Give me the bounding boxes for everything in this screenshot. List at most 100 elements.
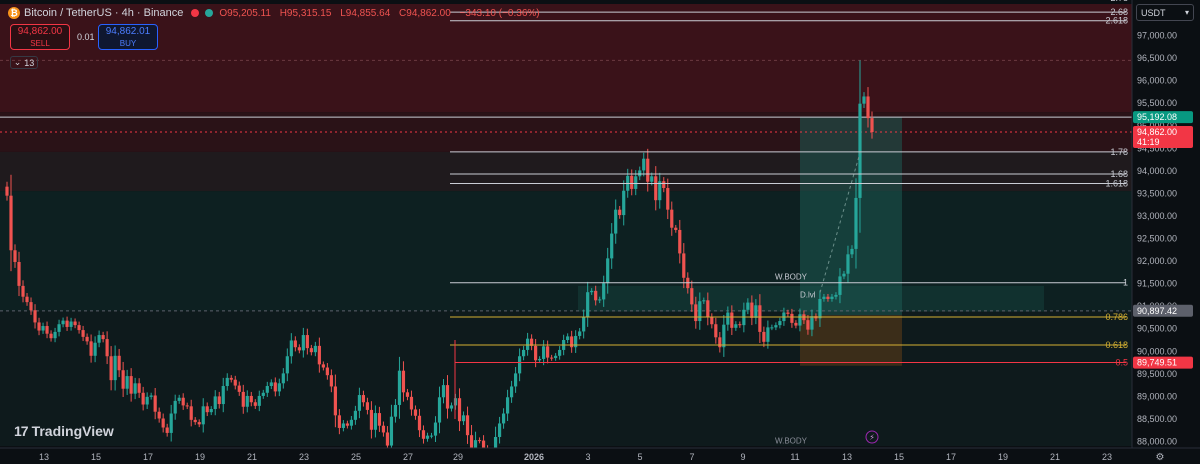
- candle-body: [690, 288, 694, 305]
- candle-body: [261, 392, 265, 396]
- candle-body: [173, 400, 177, 414]
- y-tick-label: 93,500.00: [1137, 188, 1177, 198]
- candle-body: [714, 324, 718, 338]
- candle-body: [449, 405, 454, 409]
- high-value: H95,315.15: [279, 7, 332, 19]
- candle-body: [521, 349, 526, 357]
- candle-body: [606, 258, 610, 284]
- candle-body: [441, 385, 446, 398]
- candle-body: [754, 305, 758, 318]
- candle-body: [469, 435, 474, 460]
- x-tick-label: 13: [39, 452, 49, 462]
- x-tick-label: 2026: [524, 452, 544, 462]
- candle-body: [738, 324, 742, 326]
- candle-body: [538, 358, 542, 361]
- x-tick-label: 5: [637, 452, 642, 462]
- candle-body: [57, 324, 61, 332]
- candle-body: [650, 176, 654, 182]
- fib-level-label: 0.618: [1105, 340, 1128, 350]
- candle-body: [257, 395, 261, 406]
- y-tick-label: 92,500.00: [1137, 234, 1177, 244]
- candle-body: [417, 415, 422, 431]
- candle-body: [101, 335, 105, 340]
- candle-body: [29, 302, 33, 311]
- candle-body: [850, 248, 854, 255]
- candle-body: [41, 326, 45, 331]
- candle-body: [429, 435, 434, 437]
- candle-body: [586, 292, 590, 317]
- candle-body: [409, 396, 414, 410]
- candle-body: [594, 290, 598, 301]
- candle-body: [293, 340, 297, 348]
- candle-body: [245, 395, 249, 407]
- candle-body: [501, 413, 506, 424]
- time-axis: [0, 448, 1200, 464]
- candle-body: [381, 425, 386, 433]
- candle-body: [329, 375, 333, 387]
- candle-body: [726, 312, 730, 325]
- candle-body: [730, 312, 734, 328]
- x-tick-label: 21: [1050, 452, 1060, 462]
- fib-level-label: 1: [1123, 278, 1128, 288]
- currency-selector[interactable]: USDT ▾: [1136, 4, 1194, 21]
- candle-body: [53, 331, 57, 339]
- candle-body: [373, 413, 378, 430]
- candle-body: [113, 355, 117, 381]
- candle-body: [746, 302, 750, 310]
- long-position-target: [800, 116, 902, 316]
- sell-button[interactable]: 94,862.00 SELL: [10, 24, 70, 50]
- data-status-dot: [205, 9, 214, 17]
- buy-label: BUY: [119, 39, 137, 48]
- y-tick-label: 96,500.00: [1137, 53, 1177, 63]
- indicators-toggle[interactable]: ⌄ 13: [10, 56, 38, 69]
- candle-body: [670, 209, 674, 228]
- candle-body: [750, 302, 754, 318]
- candle-body: [45, 326, 49, 334]
- candle-body: [834, 294, 838, 297]
- candle-body: [25, 296, 29, 303]
- candle-body: [217, 396, 221, 405]
- buy-button[interactable]: 94,862.01 BUY: [98, 24, 158, 50]
- candle-body: [694, 304, 698, 322]
- candle-body: [618, 209, 622, 216]
- candle-body: [253, 402, 257, 406]
- y-tick-label: 90,500.00: [1137, 324, 1177, 334]
- candle-body: [249, 395, 253, 403]
- lower-zone: [0, 310, 1132, 446]
- event-icon: [865, 430, 879, 444]
- candle-body: [445, 385, 450, 409]
- change-value: −343.10 (−0.36%): [459, 7, 540, 19]
- candle-body: [794, 322, 798, 326]
- candle-body: [389, 416, 394, 446]
- chart-header: ₿ Bitcoin / TetherUS · 4h · Binance O95,…: [8, 4, 540, 22]
- y-tick-label: 97,000.00: [1137, 31, 1177, 41]
- currency-label: USDT: [1141, 7, 1166, 18]
- price-tag: [1133, 356, 1193, 369]
- price-tag-label: 89,749.51: [1137, 358, 1177, 368]
- candle-body: [505, 397, 510, 414]
- candle-body: [397, 370, 402, 405]
- candle-body: [453, 398, 458, 406]
- candle-body: [157, 411, 161, 419]
- candle-body: [97, 335, 101, 343]
- candle-body: [229, 377, 233, 380]
- candle-body: [121, 370, 125, 389]
- x-tick-label: 25: [351, 452, 361, 462]
- y-tick-label: 94,500.00: [1137, 143, 1177, 153]
- candle-body: [862, 96, 866, 104]
- symbol-title[interactable]: Bitcoin / TetherUS · 4h · Binance: [24, 7, 184, 19]
- candle-body: [137, 383, 141, 393]
- premium-zone: [0, 4, 1132, 113]
- x-tick-label: 7: [689, 452, 694, 462]
- candle-body: [189, 406, 193, 420]
- annotation-label: W.BODY: [775, 437, 808, 446]
- candle-body: [165, 427, 169, 433]
- x-tick-label: 15: [91, 452, 101, 462]
- market-status-dot: [191, 9, 200, 17]
- fib-level-label: 2.78: [1110, 0, 1128, 3]
- annotation-label: D.lvl: [800, 291, 816, 300]
- candle-body: [317, 345, 321, 365]
- candle-body: [513, 373, 518, 387]
- candle-body: [766, 327, 770, 342]
